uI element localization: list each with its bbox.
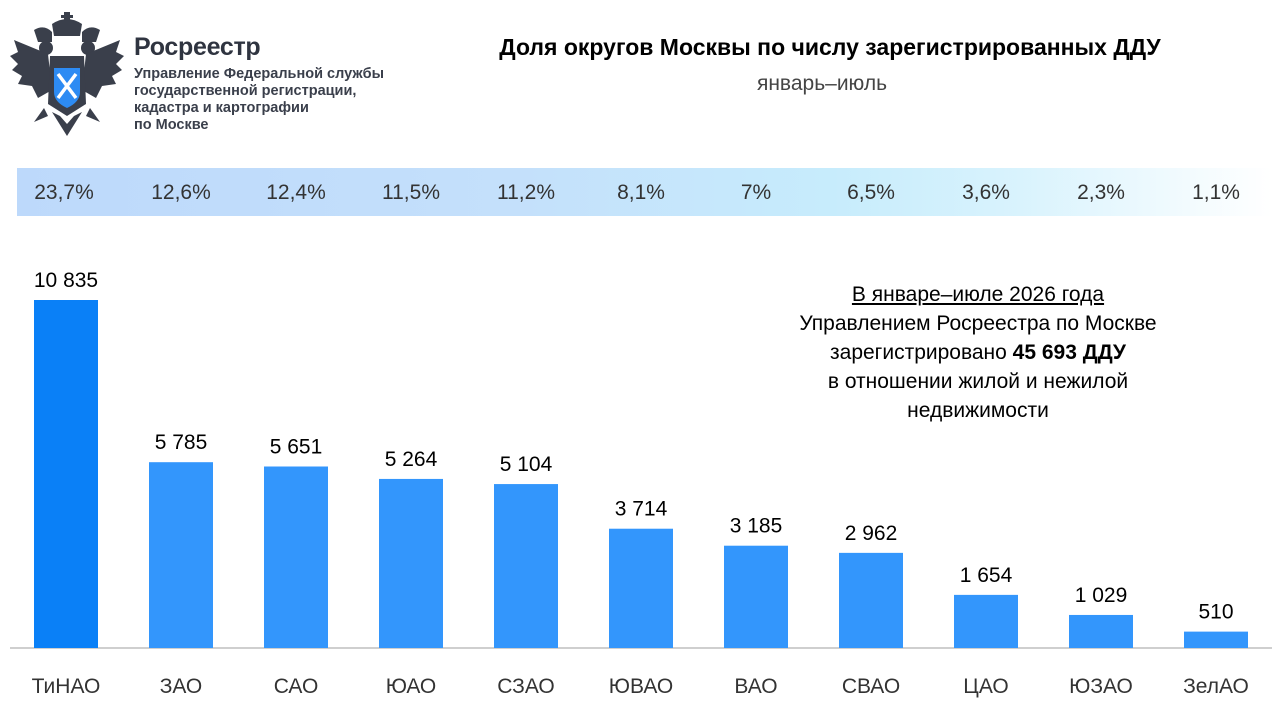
chart-title: Доля округов Москвы по числу зарегистрир… <box>499 34 1161 60</box>
bar <box>839 552 903 648</box>
share-strip <box>17 168 1272 216</box>
bar-value-label: 5 651 <box>270 436 323 459</box>
share-value: 8,1% <box>617 181 665 204</box>
summary-note-line: Управлением Росреестра по Москве <box>799 312 1157 335</box>
share-value: 2,3% <box>1077 181 1125 204</box>
share-value: 6,5% <box>847 181 895 204</box>
bar <box>609 528 673 648</box>
bar-value-label: 3 185 <box>730 515 783 538</box>
bar <box>724 545 788 648</box>
chart-subtitle: январь–июль <box>756 72 888 95</box>
bar <box>1069 614 1133 648</box>
category-label: ЮАО <box>386 675 436 698</box>
category-label: СВАО <box>842 675 900 698</box>
bar <box>264 466 328 648</box>
bar <box>494 484 558 648</box>
bar <box>149 462 213 648</box>
share-value: 1,1% <box>1192 181 1240 204</box>
bar-value-label: 1 029 <box>1075 584 1128 607</box>
brand-subtitle-line: по Москве <box>134 117 209 133</box>
summary-note-line: в отношении жилой и нежилой <box>827 370 1129 393</box>
brand-subtitle-line: Управление Федеральной службы <box>134 66 384 82</box>
bar-value-label: 10 835 <box>34 269 98 292</box>
summary-note: В январе–июле 2026 года Управлением Роср… <box>740 280 1216 425</box>
bar-value-label: 510 <box>1198 601 1233 624</box>
bar-value-label: 5 785 <box>155 431 208 454</box>
bar-value-label: 5 104 <box>500 453 553 476</box>
category-label: ЗАО <box>160 675 203 698</box>
share-value: 3,6% <box>962 181 1010 204</box>
bar <box>954 594 1018 648</box>
share-value: 7% <box>740 181 772 204</box>
brand-subtitle-line: кадастра и картографии <box>134 100 309 116</box>
category-label: ТиНАО <box>32 675 101 698</box>
bar <box>1184 631 1248 648</box>
bar-value-label: 3 714 <box>615 498 668 521</box>
share-value: 11,2% <box>497 181 555 204</box>
bar-value-label: 2 962 <box>845 522 898 545</box>
summary-note-total: 45 693 ДДУ <box>1012 341 1126 364</box>
bar-value-label: 1 654 <box>960 564 1013 587</box>
summary-note-text: зарегистрировано <box>830 341 1013 364</box>
bar-value-label: 5 264 <box>385 448 438 471</box>
brand-name: Росреестр <box>134 33 261 61</box>
category-label: ЮЗАО <box>1069 675 1133 698</box>
share-value: 23,7% <box>34 181 94 204</box>
summary-note-period: В январе–июле 2026 года <box>851 283 1105 306</box>
brand-subtitle-line: государственной регистрации, <box>134 83 357 99</box>
bar <box>379 478 443 648</box>
brand-subtitle: Управление Федеральной службы государств… <box>134 66 394 134</box>
category-label: СЗАО <box>497 675 555 698</box>
share-value: 12,4% <box>266 181 326 204</box>
category-label: ЮВАО <box>609 675 673 698</box>
category-label: ЦАО <box>963 675 1008 698</box>
summary-note-line: зарегистрировано 45 693 ДДУ <box>740 338 1216 367</box>
category-label: ВАО <box>734 675 777 698</box>
summary-note-line: недвижимости <box>907 399 1049 422</box>
category-label: ЗелАО <box>1183 675 1249 698</box>
share-value: 12,6% <box>151 181 211 204</box>
share-value: 11,5% <box>382 181 440 204</box>
category-label: САО <box>274 675 319 698</box>
rosreestr-emblem-logo <box>8 12 126 140</box>
bar <box>34 300 98 648</box>
